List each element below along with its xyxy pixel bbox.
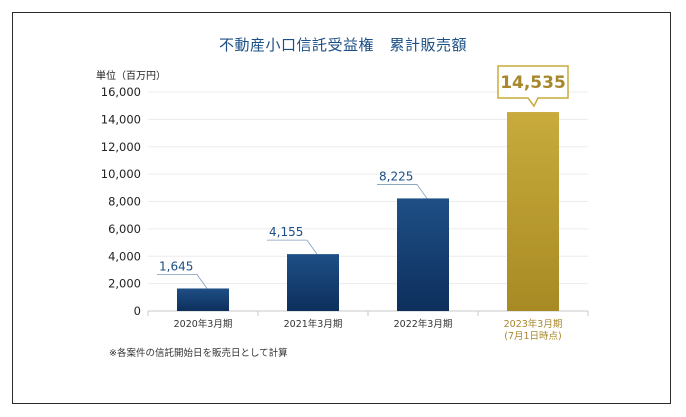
x-tick-label: 2020年3月期 <box>174 318 233 330</box>
y-tick-label: 12,000 <box>101 140 141 154</box>
data-label: 1,645 <box>159 259 193 273</box>
x-tick-label-sub: (7月1日時点) <box>504 331 562 342</box>
y-tick-label: 6,000 <box>108 222 141 236</box>
chart-title: 不動産小口信託受益権 累計販売額 <box>218 36 467 54</box>
y-tick-label: 8,000 <box>108 195 141 209</box>
data-label: 4,155 <box>269 225 303 239</box>
bar <box>397 198 449 311</box>
y-tick-label: 2,000 <box>108 277 141 291</box>
footnote: ※各案件の信託開始日を販売日として計算 <box>109 348 288 359</box>
bar <box>287 254 339 311</box>
y-tick-label: 16,000 <box>101 85 141 99</box>
bar <box>177 288 229 311</box>
data-label-leader <box>377 184 428 199</box>
data-label: 8,225 <box>379 169 413 183</box>
x-tick-label: 2023年3月期 <box>504 318 563 330</box>
y-tick-label: 0 <box>134 304 141 318</box>
y-tick-label: 10,000 <box>101 167 141 181</box>
y-tick-label: 4,000 <box>108 249 141 263</box>
highlight-callout-box <box>497 65 569 108</box>
x-tick-label: 2022年3月期 <box>394 318 453 330</box>
data-label: 14,535 <box>500 73 566 93</box>
x-tick-label: 2021年3月期 <box>284 318 343 330</box>
y-tick-label: 14,000 <box>101 112 141 126</box>
bar <box>507 112 559 311</box>
y-axis-unit-label: 単位（百万円） <box>96 71 166 82</box>
data-label-leader <box>157 274 208 289</box>
data-label-leader <box>267 239 318 255</box>
